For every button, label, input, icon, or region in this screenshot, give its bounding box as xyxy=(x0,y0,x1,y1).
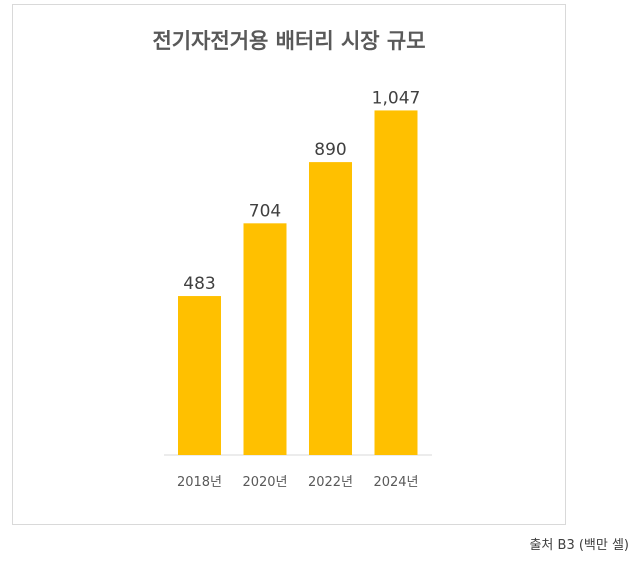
chart-title: 전기자전거용 배터리 시장 규모 xyxy=(152,29,426,53)
data-label-0: 483 xyxy=(183,274,215,294)
x-tick-label-2: 2022년 xyxy=(308,475,353,490)
data-label-2: 890 xyxy=(314,140,346,160)
x-tick-label-3: 2024년 xyxy=(373,475,418,490)
x-tick-label-0: 2018년 xyxy=(177,475,222,490)
data-label-3: 1,047 xyxy=(372,88,421,108)
bar-0 xyxy=(178,296,221,455)
x-tick-label-1: 2020년 xyxy=(242,475,287,490)
bar-chart-plot: 483 2018년 704 2020년 890 2022년 1,047 2024년 xyxy=(164,88,432,490)
bar-1 xyxy=(243,223,287,455)
bar-3 xyxy=(374,110,418,455)
bar-2 xyxy=(309,162,352,456)
source-note: 출처 B3 (백만 셀) xyxy=(529,538,629,553)
chart-frame: 전기자전거용 배터리 시장 규모 483 2018년 704 2020년 890 2022… xyxy=(12,4,566,525)
data-label-1: 704 xyxy=(249,201,281,221)
